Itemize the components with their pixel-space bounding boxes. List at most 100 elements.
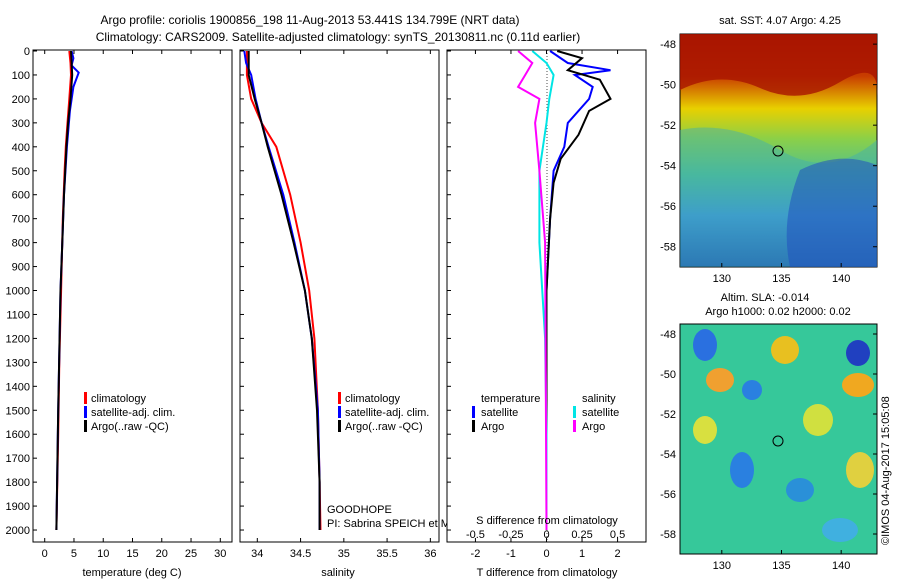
legend-title-temperature: temperature [481, 393, 540, 405]
lat-tick-label: -48 [660, 329, 676, 341]
legend-swatch-climatology [338, 392, 341, 404]
salinity-panel: 34 34.5 35 35.5 36 salinity climatology sate… [239, 49, 514, 579]
temperature-panel: 0 5 10 15 20 25 300100200300400500600700800900… [6, 46, 233, 579]
sst-map-title: sat. SST: 4.07 Argo: 4.25 [719, 15, 841, 27]
lon-tick-label: 140 [832, 560, 850, 572]
legend-swatch-argo [84, 420, 87, 432]
legend-swatch-temp-argo [472, 420, 475, 432]
series-line-temperature-argo [545, 50, 612, 530]
x-tick-label: 0 [543, 548, 549, 560]
lat-tick-label: -50 [660, 80, 676, 92]
lat-tick-label: -58 [660, 529, 676, 541]
y-tick-label: 600 [12, 190, 30, 202]
legend-sal-satellite: satellite [582, 407, 619, 419]
x-tick-label: -2 [471, 548, 481, 560]
legend-swatch-sal-argo [573, 420, 576, 432]
y-tick-label: 0 [24, 46, 30, 58]
y-tick-label: 200 [12, 94, 30, 106]
sla-map-title2: Argo h1000: 0.02 h2000: 0.02 [705, 306, 851, 318]
lon-tick-label: 135 [772, 273, 790, 285]
lon-tick-label: 130 [713, 560, 731, 572]
legend-climatology: climatology [91, 393, 147, 405]
y-tick-label: 900 [12, 262, 30, 274]
salinity-xlabel: salinity [321, 567, 355, 579]
sla-low-5 [786, 478, 814, 502]
y-tick-label: 1900 [6, 501, 30, 513]
series-line-argo-raw-qc- [55, 50, 74, 531]
lat-tick-label: -48 [660, 39, 676, 51]
s-diff-tick-label: -0.25 [498, 529, 523, 541]
sla-map: Altim. SLA: -0.014 Argo h1000: 0.02 h200… [660, 292, 878, 572]
x-tick-label: 2 [615, 548, 621, 560]
sla-argo-marker [772, 435, 784, 447]
lat-tick-label: -56 [660, 489, 676, 501]
x-tick-label: 10 [97, 548, 109, 560]
temperature-legend: climatology satellite-adj. clim. Argo(..… [84, 392, 175, 433]
legend-satellite: satellite-adj. clim. [91, 407, 175, 419]
sla-high-1 [771, 336, 799, 364]
s-diff-tick-label: -0.5 [466, 529, 485, 541]
lat-tick-label: -54 [660, 161, 676, 173]
sst-cold-region [786, 158, 877, 267]
difference-legend: temperature salinity satellite Argo sate… [472, 393, 619, 433]
x-tick-label: 34.5 [290, 548, 311, 560]
s-diff-tick-label: 0.25 [571, 529, 592, 541]
s-diff-tick-label: 0.5 [610, 529, 625, 541]
x-tick-label: 35 [338, 548, 350, 560]
lat-tick-label: -54 [660, 449, 676, 461]
sst-warm-region [680, 34, 878, 96]
legend-temp-argo: Argo [481, 421, 504, 433]
y-tick-label: 1800 [6, 477, 30, 489]
lon-tick-label: 130 [713, 273, 731, 285]
y-tick-label: 1500 [6, 405, 30, 417]
sla-high-6 [846, 452, 874, 488]
legend-swatch-satellite [338, 406, 341, 418]
y-tick-label: 2000 [6, 525, 30, 537]
difference-xlabel: T difference from climatology [477, 567, 618, 579]
series-line-argo-raw-qc- [247, 51, 321, 530]
legend-sal-argo: Argo [582, 421, 605, 433]
x-tick-label: -1 [506, 548, 516, 560]
y-tick-label: 800 [12, 238, 30, 250]
x-tick-label: 36 [424, 548, 436, 560]
temperature-xlabel: temperature (deg C) [82, 567, 181, 579]
sla-high-2 [706, 368, 734, 392]
sst-argo-marker [772, 145, 784, 157]
legend-satellite: satellite-adj. clim. [345, 407, 429, 419]
series-line-salinity-argo [516, 50, 548, 531]
x-tick-label: 35.5 [376, 548, 397, 560]
x-tick-label: 5 [71, 548, 77, 560]
x-tick-label: 20 [156, 548, 168, 560]
title-line2: Climatology: CARS2009. Satellite-adjuste… [96, 30, 580, 44]
sla-high-5 [803, 404, 833, 436]
lat-tick-label: -52 [660, 409, 676, 421]
legend-swatch-argo [338, 420, 341, 432]
y-tick-label: 1400 [6, 381, 30, 393]
legend-climatology: climatology [345, 393, 401, 405]
sla-low-6 [822, 518, 858, 542]
legend-temp-satellite: satellite [481, 407, 518, 419]
lat-tick-label: -56 [660, 201, 676, 213]
lon-tick-label: 135 [772, 560, 790, 572]
x-tick-label: 1 [579, 548, 585, 560]
y-tick-label: 1600 [6, 429, 30, 441]
y-tick-label: 500 [12, 166, 30, 178]
legend-swatch-temp-satellite [472, 406, 475, 418]
sla-low-1 [693, 329, 717, 361]
legend-argo: Argo(..raw -QC) [345, 421, 423, 433]
sla-high-3 [842, 373, 874, 397]
annotation-project: GOODHOPE [327, 504, 392, 516]
lat-tick-label: -50 [660, 369, 676, 381]
y-tick-label: 400 [12, 142, 30, 154]
salinity-legend: climatology satellite-adj. clim. Argo(..… [338, 392, 429, 433]
y-tick-label: 300 [12, 118, 30, 130]
sla-high-4 [693, 416, 717, 444]
title-line1: Argo profile: coriolis 1900856_198 11-Au… [101, 13, 520, 27]
lat-tick-label: -58 [660, 242, 676, 254]
lat-tick-label: -52 [660, 120, 676, 132]
y-tick-label: 100 [12, 70, 30, 82]
legend-swatch-satellite [84, 406, 87, 418]
x-tick-label: 15 [126, 548, 138, 560]
sla-low-2 [846, 340, 870, 366]
